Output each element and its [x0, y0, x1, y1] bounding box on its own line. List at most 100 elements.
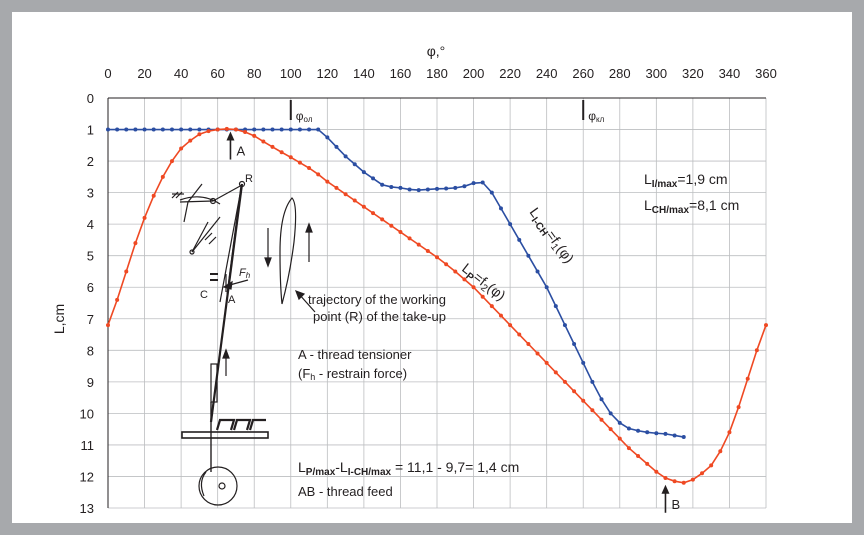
- data-point-lich: [133, 127, 138, 132]
- data-point-lp: [562, 379, 567, 384]
- trajectory-sketch: [264, 197, 316, 313]
- mechanism-sketch: [171, 180, 269, 506]
- data-point-lp: [252, 133, 257, 138]
- sketch-up-head: [222, 348, 230, 359]
- data-point-lp: [115, 297, 120, 302]
- data-point-lich: [252, 127, 257, 132]
- sketch-link-2: [179, 200, 214, 203]
- data-point-lp: [645, 461, 650, 466]
- y-tick-label: 6: [87, 280, 94, 295]
- data-point-lich: [590, 379, 595, 384]
- data-point-lp: [197, 132, 202, 137]
- data-point-lp: [462, 277, 467, 282]
- data-point-lich: [645, 430, 650, 435]
- data-point-lich: [106, 127, 110, 132]
- data-point-lich: [307, 127, 312, 132]
- x-tick-label: 240: [536, 66, 558, 81]
- data-point-lich: [270, 127, 275, 132]
- data-point-lp: [754, 348, 759, 353]
- data-point-lp: [471, 285, 476, 290]
- data-point-lich: [535, 269, 540, 274]
- data-point-lich: [142, 127, 147, 132]
- figure-frame: 0 20 40 60 80 100 120 140 160 180 200 220 240 260 280 3…: [12, 12, 852, 523]
- data-point-lich: [115, 127, 120, 132]
- data-point-lp: [343, 192, 348, 197]
- data-point-lp: [672, 479, 677, 484]
- data-point-lich: [617, 420, 622, 425]
- data-point-lich: [371, 176, 376, 181]
- data-point-lich: [462, 184, 467, 189]
- data-point-lp: [142, 215, 147, 220]
- data-point-lp: [188, 138, 193, 143]
- data-point-lich: [544, 285, 549, 290]
- x-tick-label: 220: [499, 66, 521, 81]
- sketch-hatch-4: [204, 232, 213, 241]
- x-tick-label: 180: [426, 66, 448, 81]
- data-point-lp: [590, 408, 595, 413]
- data-point-lich: [654, 431, 659, 436]
- annotation-trajectory-1: trajectory of the working: [308, 292, 446, 307]
- data-point-lich: [453, 185, 458, 190]
- sketch-label-r: R: [245, 173, 253, 185]
- data-point-lp: [764, 323, 768, 328]
- data-point-lp: [224, 126, 229, 131]
- data-point-lp: [572, 389, 577, 394]
- y-tick-label: 7: [87, 312, 94, 327]
- x-tick-label: 340: [719, 66, 741, 81]
- data-point-lp: [124, 269, 129, 274]
- y-tick-label: 9: [87, 375, 94, 390]
- data-point-lp: [690, 477, 695, 482]
- x-tick-label: 160: [390, 66, 412, 81]
- y-tick-label: 3: [87, 186, 94, 201]
- y-tick-label: 12: [80, 469, 94, 484]
- x-tick-label: 320: [682, 66, 704, 81]
- x-axis-label: φ,°: [427, 43, 446, 59]
- data-point-lich: [581, 360, 586, 365]
- sketch-arrow: [187, 183, 203, 203]
- sketch-hook-arrow: [200, 471, 207, 497]
- series-label-lp: LP=f2(φ): [457, 260, 509, 306]
- data-point-lich: [498, 206, 503, 211]
- data-point-lp: [608, 427, 613, 432]
- y-tick-label: 13: [80, 501, 94, 516]
- point-marker-arrowhead: [661, 484, 670, 494]
- data-point-lp: [736, 405, 741, 410]
- data-point-lp: [435, 255, 439, 260]
- annotation-thread-feed: AB - thread feed: [298, 484, 393, 499]
- data-point-lich: [380, 182, 385, 187]
- data-point-lich: [261, 127, 266, 132]
- data-point-lich: [416, 188, 421, 193]
- data-point-lich: [425, 187, 430, 192]
- data-point-lich: [672, 433, 677, 438]
- x-tick-label: 20: [137, 66, 151, 81]
- data-point-lich: [389, 184, 394, 189]
- x-tick-label: 260: [572, 66, 594, 81]
- data-point-lp: [553, 370, 558, 375]
- data-point-lich: [526, 253, 531, 258]
- point-markers: AB: [226, 131, 680, 513]
- data-point-lich: [435, 186, 439, 191]
- annotation-tensioner-1: A - thread tensioner: [298, 347, 412, 362]
- data-point-lich: [197, 127, 202, 132]
- trajectory-pointer-head: [294, 289, 306, 301]
- vertical-marker-label: φкл: [588, 109, 604, 124]
- trajectory-up-head: [305, 222, 313, 233]
- sketch-joint-r: [238, 180, 246, 188]
- data-point-lich: [288, 127, 293, 132]
- sketch-label-f: Fh: [239, 267, 251, 280]
- y-axis-label: L,cm: [51, 304, 67, 334]
- sketch-thread: [226, 184, 242, 295]
- y-tick-label: 5: [87, 249, 94, 264]
- data-point-lich: [398, 185, 403, 190]
- data-point-lp: [654, 469, 659, 474]
- data-point-lich: [553, 304, 558, 309]
- data-point-lich: [608, 411, 613, 416]
- data-point-lp: [663, 476, 668, 481]
- x-tick-label: 120: [316, 66, 338, 81]
- data-point-lp: [261, 139, 266, 144]
- data-point-lp: [407, 236, 412, 241]
- data-point-lp: [352, 198, 357, 203]
- data-point-lich: [316, 127, 321, 132]
- data-point-lp: [544, 360, 549, 365]
- trajectory-down-head: [264, 257, 272, 268]
